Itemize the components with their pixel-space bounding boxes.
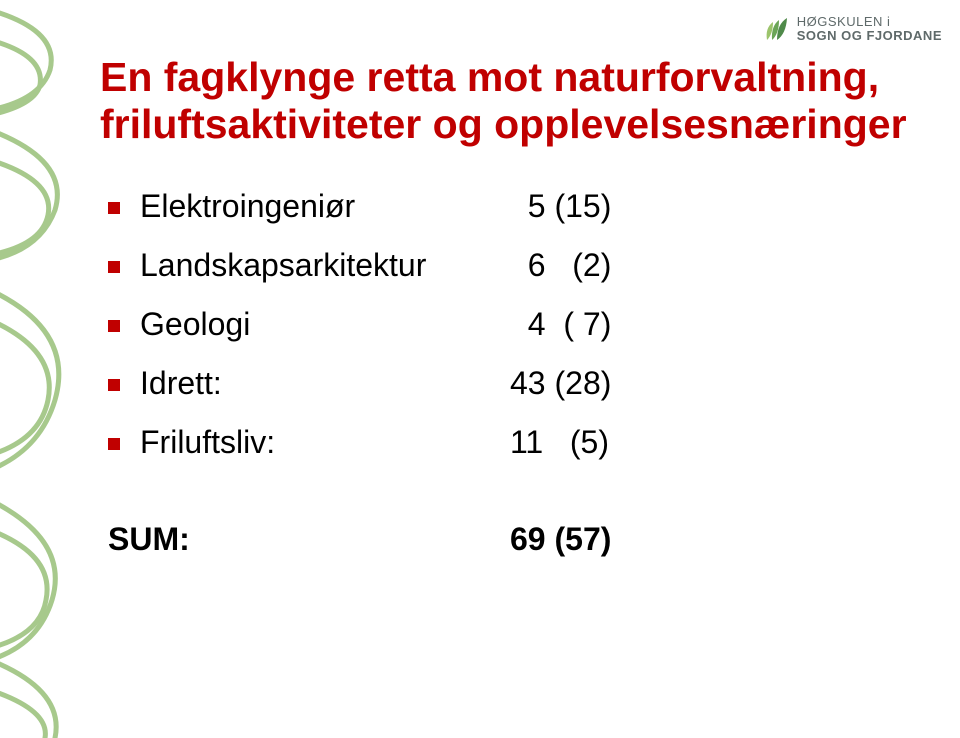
item-label: Elektroingeniør	[140, 188, 510, 225]
sum-label: SUM:	[108, 521, 510, 558]
logo-line2: SOGN OG FJORDANE	[797, 29, 942, 43]
item-value: 6 (2)	[510, 247, 710, 284]
leaf-icon	[761, 14, 791, 44]
item-label: Landskapsarkitektur	[140, 247, 510, 284]
item-value: 4 ( 7)	[510, 306, 710, 343]
bullet-icon	[108, 320, 120, 332]
list-item: Elektroingeniør 5 (15)	[108, 188, 920, 225]
bullet-icon	[108, 379, 120, 391]
institution-logo: HØGSKULEN i SOGN OG FJORDANE	[761, 14, 942, 44]
slide-content: En fagklynge retta mot naturforvaltning,…	[100, 54, 920, 558]
slide-title: En fagklynge retta mot naturforvaltning,…	[100, 54, 920, 148]
item-label: Friluftsliv:	[140, 424, 510, 461]
left-decoration	[0, 0, 85, 738]
sum-row: SUM: 69 (57)	[108, 521, 920, 558]
bullet-icon	[108, 202, 120, 214]
item-label: Idrett:	[140, 365, 510, 402]
bullet-icon	[108, 261, 120, 273]
item-value: 43 (28)	[510, 365, 710, 402]
item-value: 11 (5)	[510, 424, 710, 461]
bullet-icon	[108, 438, 120, 450]
list-item: Geologi 4 ( 7)	[108, 306, 920, 343]
item-label: Geologi	[140, 306, 510, 343]
items-list: Elektroingeniør 5 (15)Landskapsarkitektu…	[108, 188, 920, 461]
list-item: Friluftsliv:11 (5)	[108, 424, 920, 461]
item-value: 5 (15)	[510, 188, 710, 225]
logo-line1: HØGSKULEN i	[797, 15, 942, 29]
list-item: Landskapsarkitektur 6 (2)	[108, 247, 920, 284]
sum-value: 69 (57)	[510, 521, 611, 558]
list-item: Idrett:43 (28)	[108, 365, 920, 402]
